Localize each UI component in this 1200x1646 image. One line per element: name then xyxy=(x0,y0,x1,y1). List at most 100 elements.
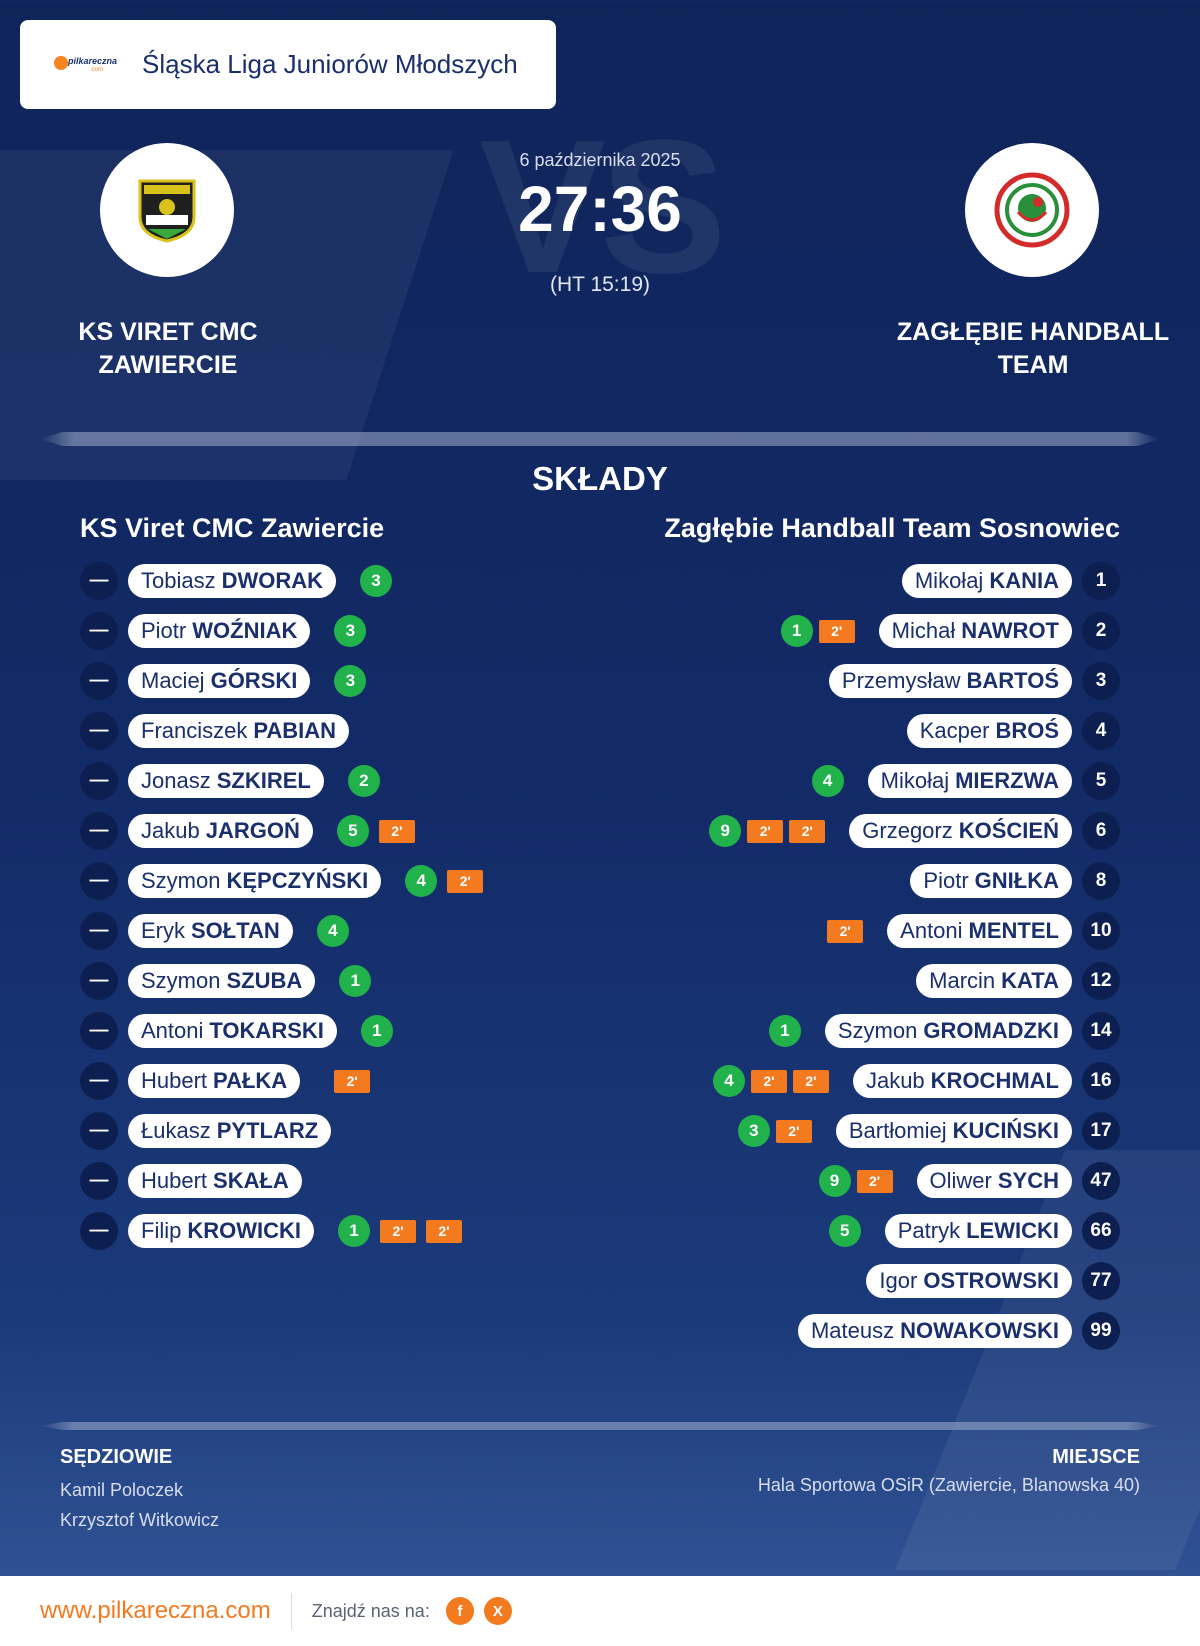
venue-value: Hala Sportowa OSiR (Zawiercie, Blanowska… xyxy=(757,1475,1140,1495)
player-row: — Jonasz SZKIREL 2 xyxy=(80,756,483,806)
goals-badge: 9 xyxy=(709,815,742,847)
suspension-badge: 2' xyxy=(856,1169,893,1193)
player-number: 5 xyxy=(1082,762,1120,800)
player-name-pill: Michał NAWROT xyxy=(878,614,1072,648)
player-last-name: GROMADZKI xyxy=(923,1018,1059,1043)
player-last-name: GNIŁKA xyxy=(974,868,1059,893)
player-first-name: Przemysław xyxy=(841,668,961,693)
suspension-badge: 2' xyxy=(750,1069,787,1093)
player-number: 16 xyxy=(1082,1062,1120,1100)
match-score: 27:36 xyxy=(518,173,682,245)
player-name-pill: Szymon SZUBA xyxy=(128,964,316,998)
player-number: — xyxy=(80,1162,118,1200)
player-number: 66 xyxy=(1082,1212,1120,1250)
player-name-pill: Przemysław BARTOŚ xyxy=(828,664,1072,698)
player-stats: 1 xyxy=(768,1015,801,1047)
suspension-badge: 2' xyxy=(747,819,784,843)
player-number: — xyxy=(80,662,118,700)
player-row: — Franciszek PABIAN xyxy=(80,706,483,756)
x-icon[interactable]: X xyxy=(483,1597,512,1625)
home-roster-title: KS Viret CMC Zawiercie xyxy=(80,513,385,543)
player-first-name: Michał xyxy=(891,618,956,643)
player-first-name: Jakub xyxy=(865,1068,925,1093)
facebook-icon[interactable]: f xyxy=(445,1597,474,1625)
away-roster: Mikołaj KANIA 1 1 2' Michał NAWROT 2 Przemysław B… xyxy=(709,556,1120,1356)
player-stats: 4 xyxy=(316,915,349,947)
player-first-name: Piotr xyxy=(923,868,969,893)
player-row: 9 2' Oliwer SYCH 47 xyxy=(709,1156,1120,1206)
player-name-pill: Antoni MENTEL xyxy=(887,914,1072,948)
player-first-name: Patryk xyxy=(897,1218,961,1243)
venue-label: MIEJSCE xyxy=(1052,1446,1140,1468)
player-last-name: KANIA xyxy=(989,568,1059,593)
player-name-pill: Marcin KATA xyxy=(916,964,1072,998)
player-first-name: Tobiasz xyxy=(141,568,216,593)
player-last-name: GÓRSKI xyxy=(210,668,298,693)
goals-badge: 3 xyxy=(334,615,367,647)
goals-badge: 4 xyxy=(405,865,438,897)
player-row: Mikołaj KANIA 1 xyxy=(709,556,1120,606)
referee-name: Krzysztof Witkowicz xyxy=(60,1510,220,1530)
player-stats: 9 2' 2' xyxy=(709,815,826,847)
player-name-pill: Oliwer SYCH xyxy=(916,1164,1072,1198)
player-first-name: Hubert xyxy=(141,1168,208,1193)
player-name-pill: Jakub KROCHMAL xyxy=(852,1064,1072,1098)
player-name-pill: Hubert SKAŁA xyxy=(128,1164,302,1198)
player-row: Piotr GNIŁKA 8 xyxy=(709,856,1120,906)
player-stats: 4 2' xyxy=(405,865,484,897)
player-first-name: Kacper xyxy=(919,718,990,743)
player-stats: 5 xyxy=(828,1215,861,1247)
player-last-name: KUCIŃSKI xyxy=(952,1118,1059,1143)
player-name-pill: Eryk SOŁTAN xyxy=(128,914,293,948)
goals-badge: 1 xyxy=(338,1215,370,1247)
player-first-name: Antoni xyxy=(900,918,963,943)
player-number: — xyxy=(80,562,118,600)
goals-badge: 9 xyxy=(818,1165,851,1197)
goals-badge: 2 xyxy=(347,765,380,797)
player-stats: 2' xyxy=(827,919,864,943)
player-last-name: OSTROWSKI xyxy=(923,1268,1059,1293)
player-row: 3 2' Bartłomiej KUCIŃSKI 17 xyxy=(709,1106,1120,1156)
suspension-badge: 2' xyxy=(334,1069,371,1093)
player-last-name: PYTLARZ xyxy=(216,1118,319,1143)
player-name-pill: Szymon KĘPCZYŃSKI xyxy=(128,864,382,898)
player-name-pill: Bartłomiej KUCIŃSKI xyxy=(835,1114,1072,1148)
league-name: Śląska Liga Juniorów Młodszych xyxy=(142,49,518,79)
goals-badge: 1 xyxy=(339,965,372,997)
away-team-logo xyxy=(965,143,1099,277)
player-last-name: KĘPCZYŃSKI xyxy=(226,868,369,893)
player-number: — xyxy=(80,812,118,850)
player-first-name: Mikołaj xyxy=(880,768,950,793)
player-number: — xyxy=(80,912,118,950)
goals-badge: 5 xyxy=(336,815,369,847)
player-name-pill: Grzegorz KOŚCIEŃ xyxy=(849,814,1072,848)
home-roster: — Tobiasz DWORAK 3 — Piotr WOŹNIAK 3 — Maciej GÓRS… xyxy=(80,556,484,1256)
player-first-name: Maciej xyxy=(141,668,205,693)
home-team-logo xyxy=(100,143,234,277)
player-name-pill: Piotr WOŹNIAK xyxy=(128,614,311,648)
player-row: 4 Mikołaj MIERZWA 5 xyxy=(709,756,1120,806)
player-last-name: BARTOŚ xyxy=(966,668,1060,693)
player-first-name: Marcin xyxy=(929,968,996,993)
player-first-name: Eryk xyxy=(141,918,185,943)
player-row: — Antoni TOKARSKI 1 xyxy=(80,1006,483,1056)
player-row: Kacper BROŚ 4 xyxy=(709,706,1120,756)
player-first-name: Piotr xyxy=(141,618,187,643)
player-row: 4 2' 2' Jakub KROCHMAL 16 xyxy=(709,1056,1120,1106)
player-name-pill: Jonasz SZKIREL xyxy=(128,764,324,798)
player-last-name: JARGOŃ xyxy=(205,818,300,843)
player-stats: 1 xyxy=(339,965,372,997)
league-logo-text: pilkareczna xyxy=(68,55,118,66)
player-name-pill: Kacper BROŚ xyxy=(906,714,1072,748)
viret-crest-icon xyxy=(138,179,196,243)
player-name-pill: Łukasz PYTLARZ xyxy=(128,1114,332,1148)
player-row: — Szymon SZUBA 1 xyxy=(80,956,483,1006)
goals-badge: 1 xyxy=(360,1015,393,1047)
player-number: 4 xyxy=(1082,712,1120,750)
website-link[interactable]: www.pilkareczna.com xyxy=(40,1597,271,1624)
footer-separator xyxy=(290,1593,292,1629)
player-last-name: NAWROT xyxy=(961,618,1059,643)
player-row: Mateusz NOWAKOWSKI 99 xyxy=(709,1306,1120,1356)
player-row: 2' Antoni MENTEL 10 xyxy=(709,906,1120,956)
player-row: — Tobiasz DWORAK 3 xyxy=(80,556,483,606)
